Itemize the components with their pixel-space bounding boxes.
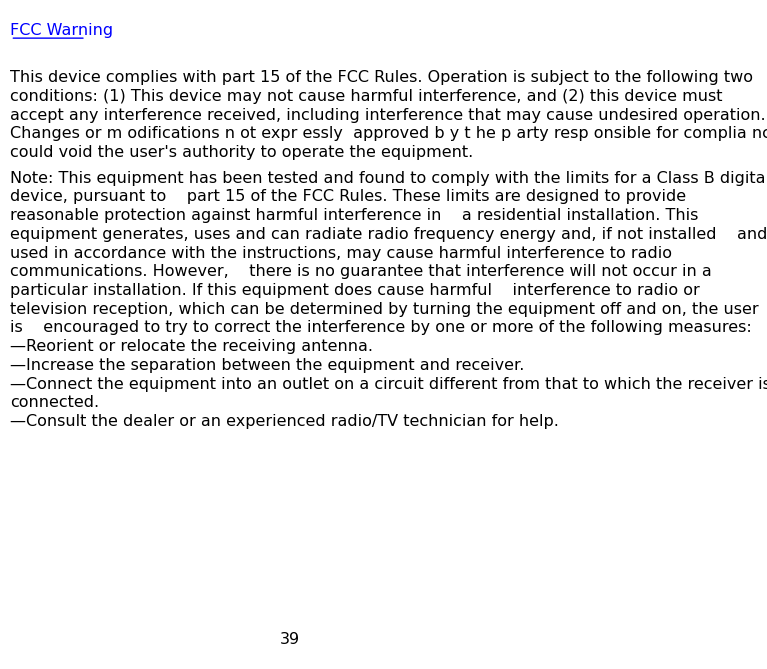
Text: —Reorient or relocate the receiving antenna.: —Reorient or relocate the receiving ante… [11, 339, 374, 354]
Text: Changes or m odifications n ot expr essly  approved b y t he p arty resp onsible: Changes or m odifications n ot expr essl… [11, 126, 767, 141]
Text: accept any interference received, including interference that may cause undesire: accept any interference received, includ… [11, 108, 766, 122]
Text: particular installation. If this equipment does cause harmful    interference to: particular installation. If this equipme… [11, 283, 700, 298]
Text: equipment generates, uses and can radiate radio frequency energy and, if not ins: equipment generates, uses and can radiat… [11, 227, 767, 242]
Text: —Connect the equipment into an outlet on a circuit different from that to which : —Connect the equipment into an outlet on… [11, 377, 767, 391]
Text: —Consult the dealer or an experienced radio/TV technician for help.: —Consult the dealer or an experienced ra… [11, 414, 559, 429]
Text: device, pursuant to    part 15 of the FCC Rules. These limits are designed to pr: device, pursuant to part 15 of the FCC R… [11, 189, 686, 204]
Text: communications. However,    there is no guarantee that interference will not occ: communications. However, there is no gua… [11, 264, 713, 279]
Text: conditions: (1) This device may not cause harmful interference, and (2) this dev: conditions: (1) This device may not caus… [11, 89, 723, 104]
Text: television reception, which can be determined by turning the equipment off and o: television reception, which can be deter… [11, 302, 759, 316]
Text: could void the user's authority to operate the equipment.: could void the user's authority to opera… [11, 145, 474, 160]
Text: used in accordance with the instructions, may cause harmful interference to radi: used in accordance with the instructions… [11, 246, 673, 260]
Text: connected.: connected. [11, 395, 100, 410]
Text: Note: This equipment has been tested and found to comply with the limits for a C: Note: This equipment has been tested and… [11, 171, 767, 185]
Text: is    encouraged to try to correct the interference by one or more of the follow: is encouraged to try to correct the inte… [11, 320, 752, 335]
Text: —Increase the separation between the equipment and receiver.: —Increase the separation between the equ… [11, 358, 525, 373]
Text: FCC Warning: FCC Warning [11, 23, 114, 38]
Text: reasonable protection against harmful interference in    a residential installat: reasonable protection against harmful in… [11, 208, 699, 223]
Text: This device complies with part 15 of the FCC Rules. Operation is subject to the : This device complies with part 15 of the… [11, 70, 753, 85]
Text: 39: 39 [280, 632, 300, 647]
